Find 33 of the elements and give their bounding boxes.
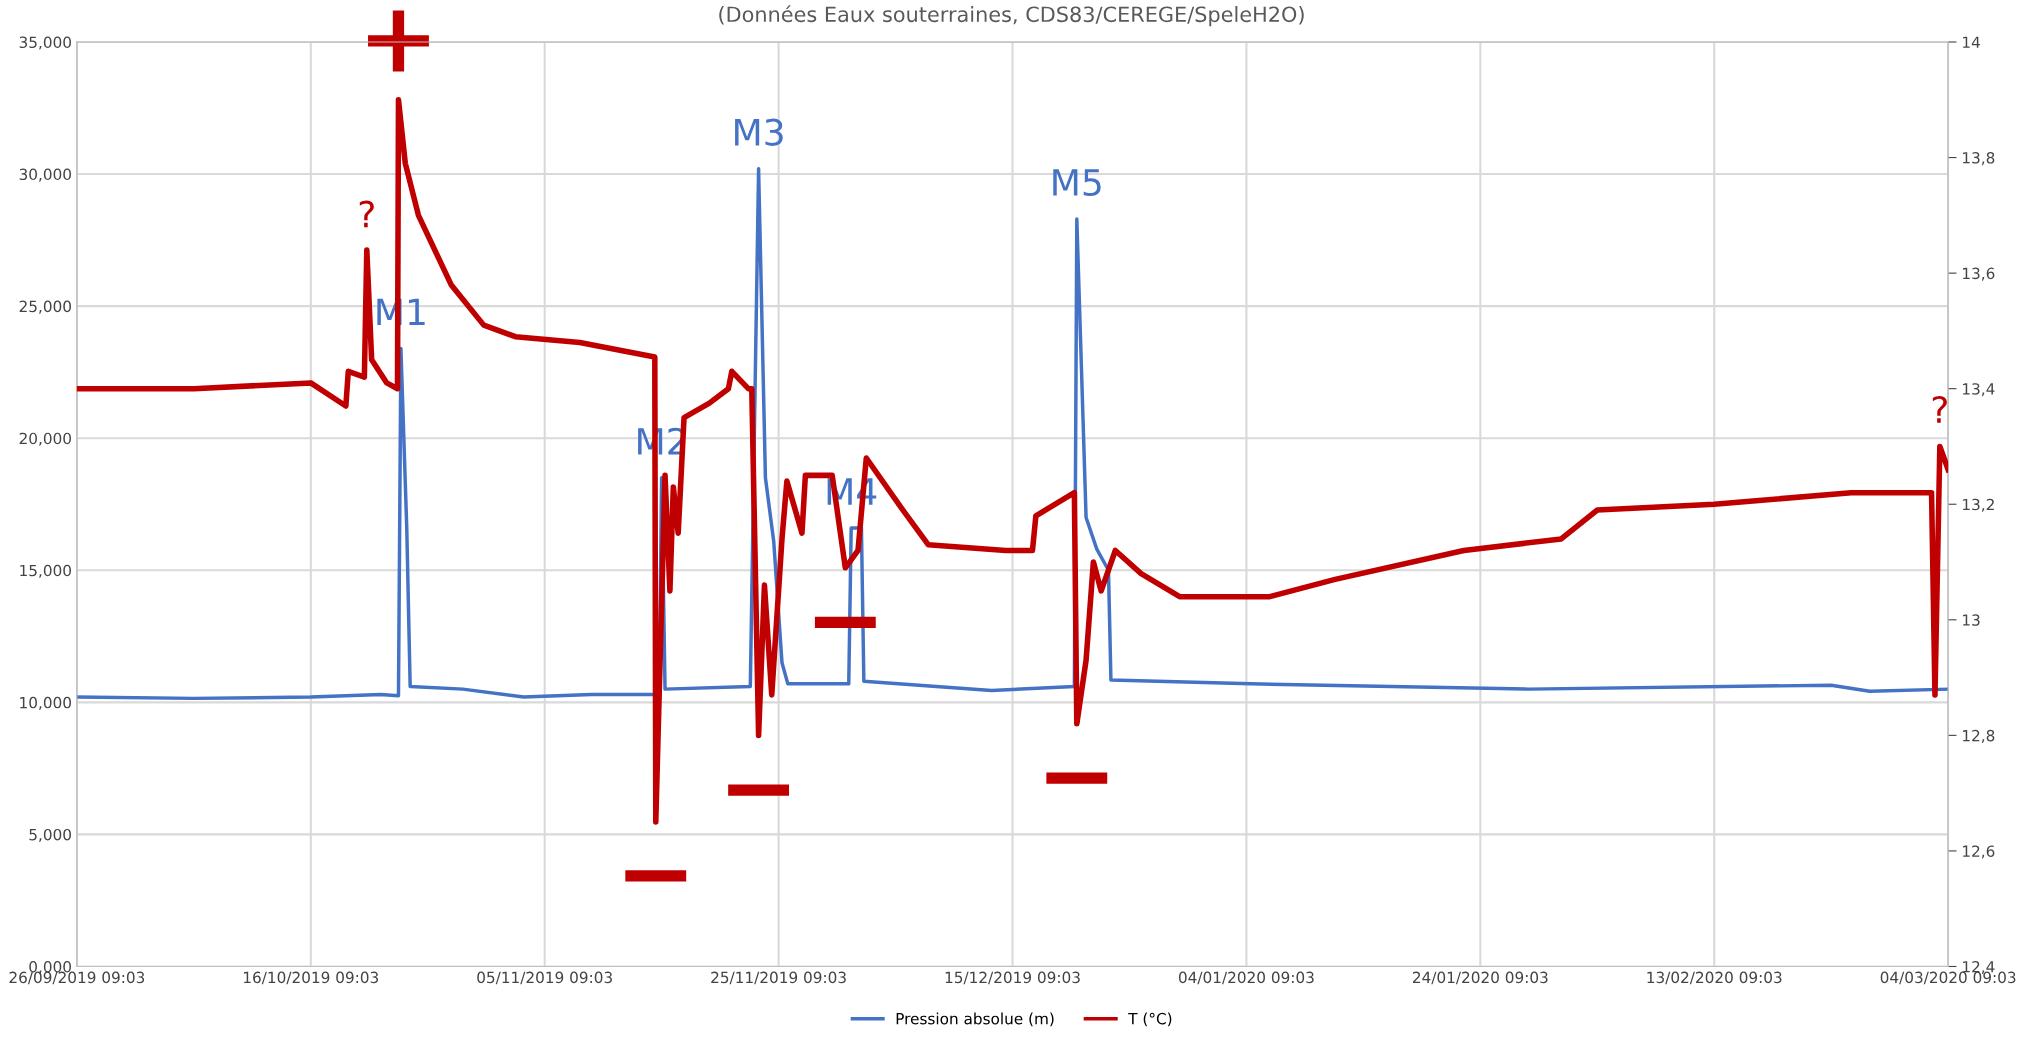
annotation: − <box>728 784 790 796</box>
annotation: M5 <box>1053 169 1101 197</box>
x-tick-label: 16/10/2019 09:03 <box>243 971 379 985</box>
legend-label: Pression absolue (m) <box>896 1012 1054 1027</box>
y2-tick-label: 13,8 <box>1963 152 1995 166</box>
x-tick-label: 25/11/2019 09:03 <box>711 971 846 985</box>
y-tick-label: 20,000 <box>19 432 71 446</box>
x-tick-label: 15/12/2019 09:03 <box>945 971 1080 985</box>
y2-tick-label: 12,6 <box>1963 845 1995 859</box>
x-tick-label: 05/11/2019 09:03 <box>477 971 612 985</box>
y-tick-label: 35,000 <box>19 36 71 50</box>
y2-tick-label: 13,2 <box>1963 498 1994 512</box>
y2-tick-label: 12,8 <box>1963 729 1995 743</box>
y-tick-label: 10,000 <box>20 696 71 710</box>
annotation: + <box>368 10 429 72</box>
annotation: M3 <box>735 118 783 146</box>
y2-tick-label: 13 <box>1963 614 1980 626</box>
annotation: ? <box>1932 395 1947 423</box>
annotation: − <box>1046 772 1108 784</box>
x-tick-label: 04/01/2020 09:03 <box>1178 971 1314 985</box>
legend-label: T (°C) <box>1128 1012 1172 1027</box>
y2-tick-label: 13,4 <box>1963 383 1995 397</box>
annotation: − <box>625 870 687 882</box>
y2-tick-label: 14 <box>1963 36 1980 48</box>
y-tick-label: 15,000 <box>20 564 71 578</box>
y-tick-label: 25,000 <box>19 300 71 314</box>
y2-tick-label: 13,6 <box>1963 267 1995 281</box>
y-tick-label: 5,000 <box>29 828 71 842</box>
x-tick-label: 24/01/2020 09:03 <box>1412 971 1548 985</box>
chart-subtitle: (Données Eaux souterraines, CDS83/CEREGE/SpeleH2O) <box>719 5 1304 27</box>
x-tick-label: 13/02/2020 09:03 <box>1647 971 1782 985</box>
y-tick-label: 30,000 <box>19 168 71 182</box>
annotation: ? <box>359 200 374 228</box>
